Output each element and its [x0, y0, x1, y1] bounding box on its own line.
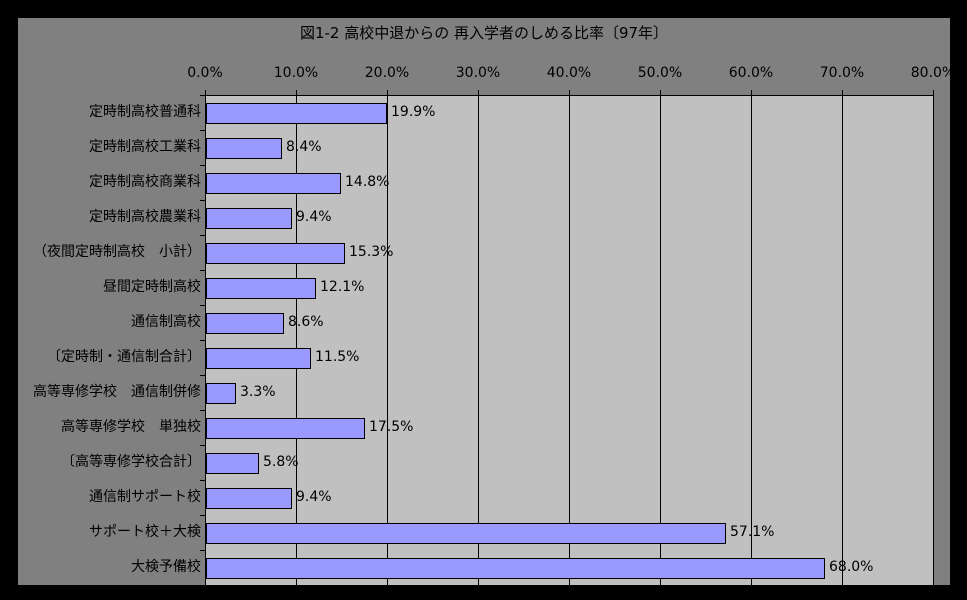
category-axis-tick — [200, 130, 205, 131]
value-axis-tick — [569, 90, 570, 95]
bar — [206, 558, 825, 579]
category-axis-tick — [200, 375, 205, 376]
category-label: 通信制サポート校 — [89, 489, 201, 505]
bar — [206, 243, 345, 264]
value-axis-tick-label: 60.0% — [728, 65, 774, 81]
bar-value-label: 9.4% — [296, 209, 332, 225]
value-axis-tick — [205, 90, 206, 95]
chart-title: 図1-2 高校中退からの 再入学者のしめる比率〔97年〕 — [299, 24, 669, 42]
value-axis-tick — [296, 90, 297, 95]
gridline — [569, 96, 570, 585]
category-axis-tick — [200, 445, 205, 446]
category-label: 〔定時制・通信制合計〕 — [47, 349, 201, 365]
bar — [206, 313, 284, 334]
value-axis-tick-label: 40.0% — [546, 65, 592, 81]
value-axis-tick — [751, 90, 752, 95]
category-axis-tick — [200, 340, 205, 341]
bar — [206, 453, 259, 474]
bar — [206, 488, 292, 509]
category-axis-tick — [200, 200, 205, 201]
category-label: 昼間定時制高校 — [103, 279, 201, 295]
category-axis-tick — [200, 305, 205, 306]
bar — [206, 348, 311, 369]
bar — [206, 173, 341, 194]
value-axis-tick-label: 70.0% — [819, 65, 865, 81]
category-label: 定時制高校工業科 — [89, 139, 201, 155]
gridline — [478, 96, 479, 585]
category-label: 高等専修学校 通信制併修 — [33, 384, 201, 400]
bar-value-label: 19.9% — [391, 104, 436, 120]
bar — [206, 383, 236, 404]
category-label: （夜間定時制高校 小計） — [33, 244, 201, 260]
bar-value-label: 17.5% — [369, 419, 414, 435]
value-axis-tick-label: 20.0% — [364, 65, 410, 81]
bar-value-label: 8.4% — [286, 139, 322, 155]
plot-area — [205, 95, 934, 586]
value-axis-tick — [478, 90, 479, 95]
category-axis-tick — [200, 585, 205, 586]
category-axis-tick — [200, 410, 205, 411]
value-axis-tick — [387, 90, 388, 95]
value-axis-tick-label: 30.0% — [455, 65, 501, 81]
category-label: サポート校＋大検 — [89, 524, 201, 540]
category-label: 定時制高校普通科 — [89, 104, 201, 120]
gridline — [660, 96, 661, 585]
bar-value-label: 8.6% — [288, 314, 324, 330]
value-axis-tick-label: 80.0% — [910, 65, 956, 81]
category-label: 通信制高校 — [131, 314, 201, 330]
bar — [206, 103, 387, 124]
bar-value-label: 12.1% — [320, 279, 365, 295]
category-axis-tick — [200, 165, 205, 166]
bar-value-label: 14.8% — [345, 174, 390, 190]
bar-value-label: 9.4% — [296, 489, 332, 505]
value-axis-tick — [842, 90, 843, 95]
value-axis-tick — [933, 90, 934, 95]
bar-value-label: 11.5% — [315, 349, 360, 365]
value-axis-tick-label: 50.0% — [637, 65, 683, 81]
gridline — [387, 96, 388, 585]
gridline — [296, 96, 297, 585]
category-axis-tick — [200, 95, 205, 96]
bar — [206, 523, 726, 544]
category-axis-tick — [200, 270, 205, 271]
gridline — [751, 96, 752, 585]
chart-area: 図1-2 高校中退からの 再入学者のしめる比率〔97年〕 0.0% 10.0% 20… — [18, 18, 955, 586]
bar-value-label: 3.3% — [240, 384, 276, 400]
bar — [206, 418, 365, 439]
value-axis-tick-label: 10.0% — [273, 65, 319, 81]
bar — [206, 208, 292, 229]
category-axis-tick — [200, 235, 205, 236]
category-axis-tick — [200, 480, 205, 481]
value-axis-tick — [660, 90, 661, 95]
gridline — [842, 96, 843, 585]
category-label: 定時制高校農業科 — [89, 209, 201, 225]
bar-value-label: 15.3% — [349, 244, 394, 260]
category-label: 〔高等専修学校合計〕 — [61, 454, 201, 470]
value-axis-tick-label: 0.0% — [187, 65, 223, 81]
bar — [206, 278, 316, 299]
bar-value-label: 5.8% — [263, 454, 299, 470]
category-label: 大検予備校 — [131, 559, 201, 575]
category-label: 高等専修学校 単独校 — [61, 419, 201, 435]
bar-value-label: 68.0% — [829, 559, 874, 575]
bar-value-label: 57.1% — [730, 524, 775, 540]
category-axis-tick — [200, 515, 205, 516]
category-axis-tick — [200, 550, 205, 551]
category-label: 定時制高校商業科 — [89, 174, 201, 190]
bar — [206, 138, 282, 159]
